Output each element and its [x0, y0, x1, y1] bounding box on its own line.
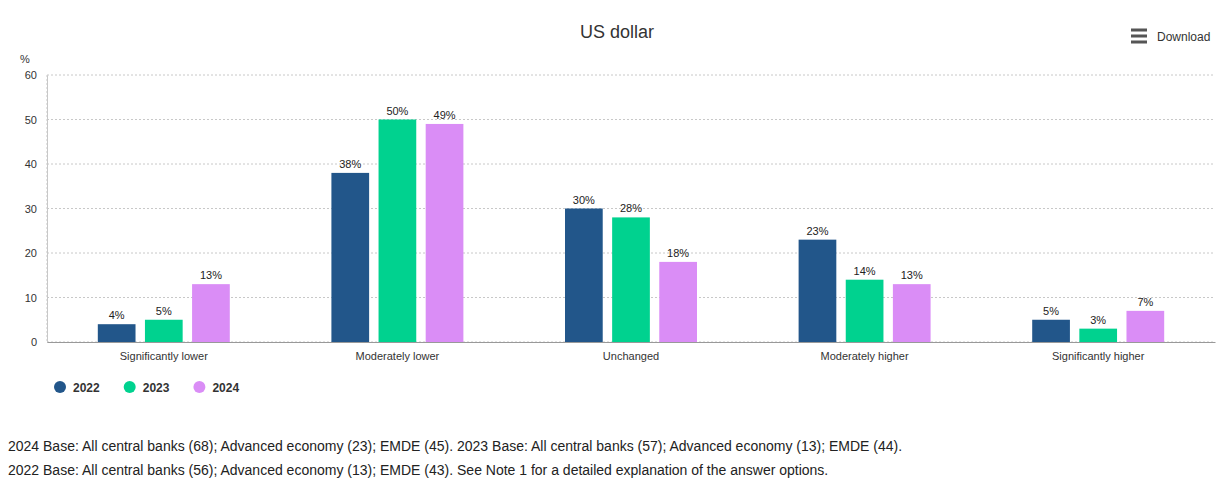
- data-label: 4%: [109, 309, 125, 321]
- data-label: 5%: [1043, 305, 1059, 317]
- bar: [192, 284, 230, 342]
- y-tick-label: 30: [25, 203, 37, 215]
- y-tick-label: 20: [25, 247, 37, 259]
- data-labels: 4% 38% 30% 23% 5% 5% 50% 28% 14% 3% 13% 49% 18% 13% 7%: [109, 105, 1154, 326]
- data-label: 49%: [434, 109, 456, 121]
- y-tick: 40: [25, 158, 47, 170]
- bar: [659, 262, 697, 342]
- legend-swatch[interactable]: [193, 381, 205, 393]
- y-tick-label: 50: [25, 114, 37, 126]
- y-tick: 10: [25, 292, 47, 304]
- data-label: 13%: [901, 269, 923, 281]
- bar: [565, 209, 603, 343]
- x-tick-label: Significantly lower: [120, 350, 208, 362]
- data-label: 7%: [1137, 296, 1153, 308]
- bar: [1126, 311, 1164, 342]
- x-tick: Significantly lower: [120, 342, 208, 362]
- data-label: 28%: [620, 202, 642, 214]
- legend-swatch[interactable]: [124, 381, 136, 393]
- legend-swatch[interactable]: [54, 381, 66, 393]
- menu-icon-line[interactable]: [1131, 35, 1147, 38]
- legend-item[interactable]: 2024: [193, 381, 239, 395]
- bar: [379, 120, 417, 343]
- y-tick-label: 0: [31, 336, 37, 348]
- grid-line: [47, 164, 1215, 165]
- bars: [98, 120, 1164, 343]
- menu-icon-line[interactable]: [1131, 29, 1147, 32]
- y-tick: 30: [25, 203, 47, 215]
- x-axis-line: [48, 342, 1216, 343]
- data-label: 3%: [1090, 314, 1106, 326]
- data-label: 50%: [386, 105, 408, 117]
- data-label: 14%: [854, 265, 876, 277]
- grid: [47, 75, 1215, 342]
- data-label: 18%: [667, 247, 689, 259]
- x-axis: Significantly lower Moderately lower Uncha…: [48, 342, 1216, 362]
- plot-border: [47, 75, 48, 342]
- data-label: 38%: [339, 158, 361, 170]
- footnote: 2022 Base: All central banks (56); Advan…: [8, 462, 828, 478]
- bar: [612, 217, 650, 342]
- data-label: 5%: [156, 305, 172, 317]
- grid-line: [47, 75, 1215, 76]
- x-tick-label: Significantly higher: [1052, 350, 1145, 362]
- title: US dollar: [580, 22, 654, 42]
- grid-line: [47, 119, 1215, 120]
- x-tick: Moderately higher: [821, 342, 909, 362]
- bar: [893, 284, 931, 342]
- data-label: 30%: [573, 194, 595, 206]
- x-tick-label: Moderately lower: [356, 350, 440, 362]
- legend-item[interactable]: 2023: [124, 381, 170, 395]
- footnote: 2024 Base: All central banks (68); Advan…: [8, 438, 902, 454]
- data-label: 13%: [200, 269, 222, 281]
- legend-item[interactable]: 2022: [54, 381, 100, 395]
- bar: [846, 280, 884, 342]
- x-tick-label: Moderately higher: [821, 350, 909, 362]
- bar: [98, 324, 136, 342]
- y-tick: 0: [31, 336, 47, 348]
- y-tick: 60: [25, 69, 47, 81]
- legend-label[interactable]: 2024: [212, 381, 239, 395]
- menu-icon-line[interactable]: [1131, 41, 1147, 44]
- y-tick: 50: [25, 114, 47, 126]
- plot: 0 10 20 30 40 50 60 Significantly lower Moderate…: [25, 69, 1216, 362]
- bar: [145, 320, 183, 342]
- y-axis-line: [47, 76, 48, 343]
- bar: [799, 240, 837, 342]
- y-axis: 0 10 20 30 40 50 60: [25, 69, 48, 348]
- x-tick: Unchanged: [603, 342, 659, 362]
- bar: [1032, 320, 1070, 342]
- bar: [426, 124, 464, 342]
- y-axis-label: %: [20, 53, 30, 65]
- data-label: 23%: [806, 225, 828, 237]
- legend: 2022 2023 2024: [54, 381, 239, 395]
- download-button[interactable]: Download: [1131, 29, 1210, 45]
- x-tick-label: Unchanged: [603, 350, 659, 362]
- y-tick-label: 10: [25, 292, 37, 304]
- x-tick: Moderately lower: [356, 342, 440, 362]
- y-tick-label: 60: [25, 69, 37, 81]
- y-tick: 20: [25, 247, 47, 259]
- download-label[interactable]: Download: [1157, 30, 1210, 44]
- legend-label[interactable]: 2023: [143, 381, 170, 395]
- bar: [1079, 329, 1117, 342]
- bar: [331, 173, 369, 342]
- chart: US dollar Download% 0 10 20 30 40 50 60 Significa…: [0, 0, 1232, 497]
- legend-label[interactable]: 2022: [73, 381, 100, 395]
- x-tick: Significantly higher: [1052, 342, 1145, 362]
- y-tick-label: 40: [25, 158, 37, 170]
